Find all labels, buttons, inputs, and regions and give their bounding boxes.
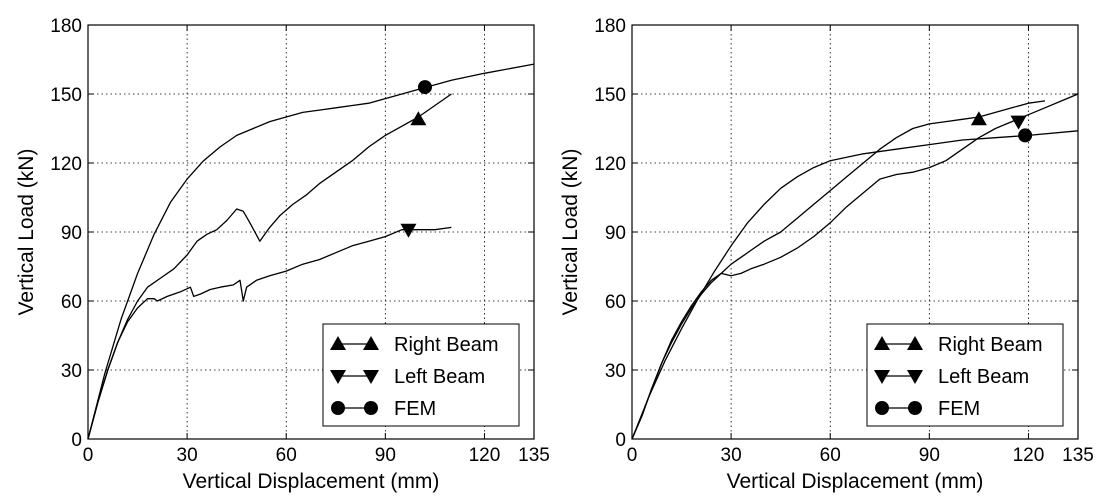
legend-marker-fem xyxy=(875,401,889,415)
y-tick-label: 150 xyxy=(50,85,82,106)
x-tick-label: 120 xyxy=(1013,445,1045,466)
legend-label-fem: FEM xyxy=(394,398,436,420)
series-marker-left-beam xyxy=(1010,115,1027,130)
legend-marker-right-beam xyxy=(330,336,346,350)
x-tick-label: 90 xyxy=(919,445,940,466)
legend-label-fem: FEM xyxy=(938,398,980,420)
legend-box xyxy=(322,323,520,427)
x-tick-label: 135 xyxy=(1062,445,1094,466)
x-tick-label: 30 xyxy=(721,445,742,466)
legend-marker-fem xyxy=(908,401,922,415)
legend: Right Beam Left Beam FEM xyxy=(866,323,1064,427)
legend-label-left-beam: Left Beam xyxy=(938,366,1029,388)
legend-marker-right-beam xyxy=(363,336,379,350)
series-marker-right-beam xyxy=(970,111,987,126)
y-axis-title: Vertical Load (kN) xyxy=(559,149,582,316)
y-tick-label: 180 xyxy=(594,16,626,37)
y-axis-title: Vertical Load (kN) xyxy=(15,149,38,316)
y-tick-label: 0 xyxy=(71,430,82,451)
y-tick-label: 150 xyxy=(594,85,626,106)
x-tick-label: 135 xyxy=(518,445,550,466)
legend-marker-left-beam xyxy=(330,370,346,384)
series-line-fem xyxy=(631,130,1079,440)
legend-marker-right-beam xyxy=(907,336,923,350)
x-tick-label: 30 xyxy=(177,445,198,466)
y-tick-label: 30 xyxy=(61,361,82,382)
x-tick-label: 60 xyxy=(276,445,297,466)
series-marker-left-beam xyxy=(400,223,417,238)
legend-label-right-beam: Right Beam xyxy=(394,334,499,356)
y-tick-label: 60 xyxy=(605,292,626,313)
x-axis-title: Vertical Displacement (mm) xyxy=(183,470,440,493)
legend-marker-fem xyxy=(364,401,378,415)
chart-panel-1: 0 30 60 90 120 135 0 30 60 90 120 150 180 Vertical Di… xyxy=(15,16,550,493)
x-tick-label: 120 xyxy=(469,445,501,466)
y-tick-label: 60 xyxy=(61,292,82,313)
series-marker-fem xyxy=(417,80,432,95)
legend-marker-right-beam xyxy=(874,336,890,350)
series-marker-right-beam xyxy=(410,111,427,126)
y-tick-label: 30 xyxy=(605,361,626,382)
series-marker-fem xyxy=(1018,128,1033,143)
x-tick-label: 0 xyxy=(627,445,638,466)
y-tick-label: 0 xyxy=(615,430,626,451)
series-line-right-beam xyxy=(631,100,1046,440)
x-tick-label: 90 xyxy=(375,445,396,466)
legend-marker-left-beam xyxy=(363,370,379,384)
series-line-left-beam xyxy=(87,226,452,440)
y-tick-label: 90 xyxy=(605,223,626,244)
legend-label-left-beam: Left Beam xyxy=(394,366,485,388)
y-tick-label: 120 xyxy=(50,154,82,175)
series-line-fem xyxy=(87,63,535,440)
x-tick-label: 60 xyxy=(820,445,841,466)
x-tick-label: 0 xyxy=(83,445,94,466)
legend-label-right-beam: Right Beam xyxy=(938,334,1043,356)
legend-marker-left-beam xyxy=(874,370,890,384)
y-tick-label: 180 xyxy=(50,16,82,37)
y-tick-label: 120 xyxy=(594,154,626,175)
series-line-right-beam xyxy=(87,93,452,440)
chart-panel-2: 0 30 60 90 120 135 0 30 60 90 120 150 180 Vertical Di… xyxy=(559,16,1094,493)
y-tick-label: 90 xyxy=(61,223,82,244)
legend-box xyxy=(866,323,1064,427)
legend-marker-fem xyxy=(331,401,345,415)
legend-marker-left-beam xyxy=(907,370,923,384)
legend: Right Beam Left Beam FEM xyxy=(322,323,520,427)
series-line-left-beam xyxy=(631,93,1079,440)
x-axis-title: Vertical Displacement (mm) xyxy=(727,470,984,493)
